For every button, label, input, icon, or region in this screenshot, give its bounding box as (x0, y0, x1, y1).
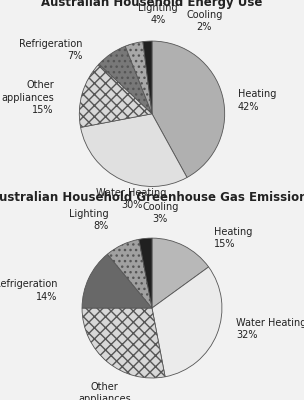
Wedge shape (143, 41, 152, 114)
Wedge shape (82, 254, 152, 308)
Wedge shape (152, 41, 225, 178)
Wedge shape (152, 267, 222, 377)
Text: Heating
15%: Heating 15% (213, 227, 252, 249)
Text: Lighting
4%: Lighting 4% (138, 3, 178, 25)
Wedge shape (152, 238, 209, 308)
Text: Other
appliances
15%: Other appliances 15% (1, 80, 54, 115)
Wedge shape (139, 238, 152, 308)
Wedge shape (79, 64, 152, 127)
Text: Other
appliances
28%: Other appliances 28% (78, 382, 131, 400)
Text: Refrigeration
7%: Refrigeration 7% (19, 39, 83, 61)
Text: Water Heating
30%: Water Heating 30% (96, 188, 167, 210)
Wedge shape (99, 46, 152, 114)
Wedge shape (82, 308, 165, 378)
Text: Lighting
8%: Lighting 8% (69, 209, 109, 231)
Text: Water Heating
32%: Water Heating 32% (236, 318, 304, 340)
Text: Cooling
3%: Cooling 3% (142, 202, 178, 224)
Text: Refrigeration
14%: Refrigeration 14% (0, 279, 57, 302)
Title: Australian Household Energy Use: Australian Household Energy Use (41, 0, 263, 10)
Wedge shape (81, 114, 187, 186)
Text: Heating
42%: Heating 42% (238, 90, 276, 112)
Title: Australian Household Greenhouse Gas Emissions: Australian Household Greenhouse Gas Emis… (0, 191, 304, 204)
Wedge shape (107, 239, 152, 308)
Text: Cooling
2%: Cooling 2% (186, 10, 223, 32)
Wedge shape (125, 42, 152, 114)
